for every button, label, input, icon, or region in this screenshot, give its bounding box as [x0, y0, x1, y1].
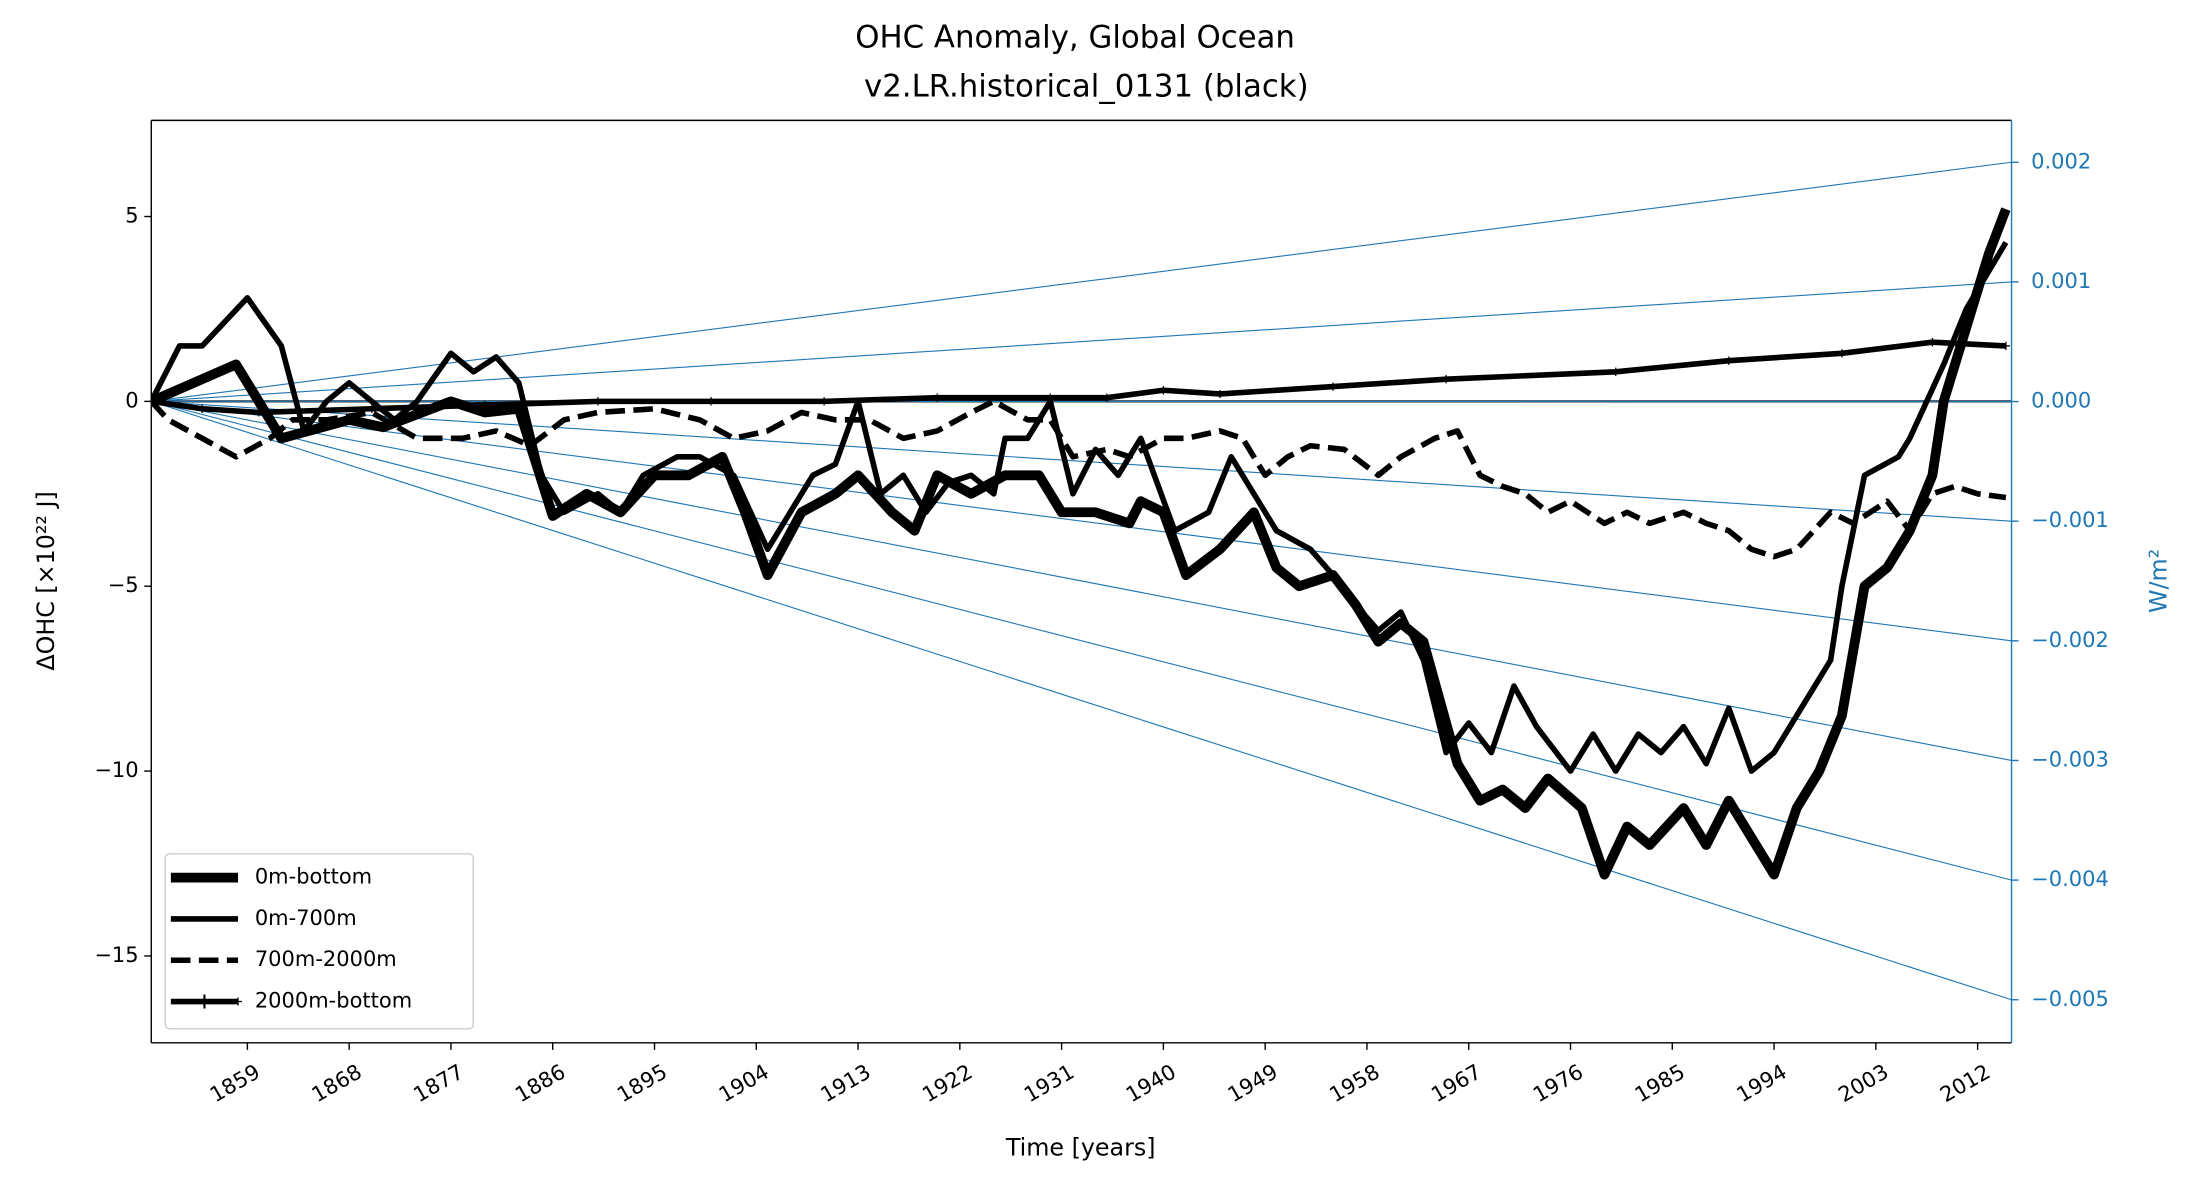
reference-line — [151, 400, 2012, 762]
series-line — [151, 338, 2011, 417]
x-tick-label: 1940 — [1122, 1060, 1180, 1107]
y2-tick-label: 0.000 — [2031, 389, 2091, 413]
x-tick-label: 1895 — [613, 1060, 671, 1107]
chart-title: OHC Anomaly, Global Ocean — [855, 20, 1295, 56]
y-tick-label: −15 — [94, 943, 138, 967]
y2-axis-label: W/m² — [2144, 549, 2172, 613]
chart-subtitle: v2.LR.historical_0131 (black) — [864, 69, 1309, 105]
reference-line — [151, 400, 2012, 881]
y2-tick-label: −0.001 — [2031, 508, 2109, 532]
y-axis-label: ΔOHC [×10²² J] — [32, 491, 60, 670]
x-tick-label: 2012 — [1936, 1060, 1994, 1107]
legend-label: 2000m-bottom — [255, 989, 412, 1013]
x-tick-label: 1994 — [1733, 1060, 1791, 1107]
y-tick-label: −5 — [108, 573, 139, 597]
x-tick-label: 1886 — [511, 1060, 569, 1107]
x-tick-label: 1967 — [1427, 1060, 1485, 1107]
reference-line — [151, 400, 2012, 642]
legend-label: 700m-2000m — [255, 947, 397, 971]
legend-box — [164, 853, 474, 1030]
x-tick-label: 1958 — [1325, 1060, 1383, 1107]
legend-label: 0m-700m — [255, 906, 357, 930]
y2-tick-label: 0.002 — [2031, 149, 2091, 173]
legend-label: 0m-bottom — [255, 865, 372, 889]
y-tick-label: 0 — [125, 388, 138, 412]
plot-area — [151, 161, 2012, 1001]
y-tick-label: −10 — [94, 758, 138, 782]
x-tick-label: 1877 — [409, 1060, 467, 1107]
x-tick-label: 1904 — [715, 1060, 773, 1107]
x-tick-label: 1913 — [817, 1060, 875, 1107]
reference-line — [151, 161, 2012, 402]
x-tick-label: 1922 — [918, 1060, 976, 1107]
series-line — [151, 240, 2009, 774]
x-tick-label: 1868 — [308, 1060, 366, 1107]
y-tick-label: 5 — [125, 204, 138, 228]
x-tick-label: 1859 — [206, 1060, 264, 1107]
x-axis-label: Time [years] — [1005, 1134, 1156, 1162]
reference-line — [151, 400, 2012, 1001]
y2-tick-label: 0.001 — [2031, 269, 2091, 293]
x-tick-label: 1985 — [1631, 1060, 1689, 1107]
x-tick-label: 2003 — [1834, 1060, 1892, 1107]
y2-tick-label: −0.003 — [2031, 747, 2109, 771]
y2-tick-label: −0.002 — [2031, 628, 2109, 652]
y2-tick-label: −0.004 — [2031, 867, 2109, 891]
x-tick-label: 1931 — [1020, 1060, 1078, 1107]
y2-tick-label: −0.005 — [2031, 987, 2109, 1011]
x-tick-label: 1976 — [1529, 1060, 1587, 1107]
series-line — [151, 398, 2007, 560]
x-tick-label: 1949 — [1224, 1060, 1282, 1107]
reference-line — [151, 400, 2012, 522]
series-line — [151, 207, 2011, 880]
